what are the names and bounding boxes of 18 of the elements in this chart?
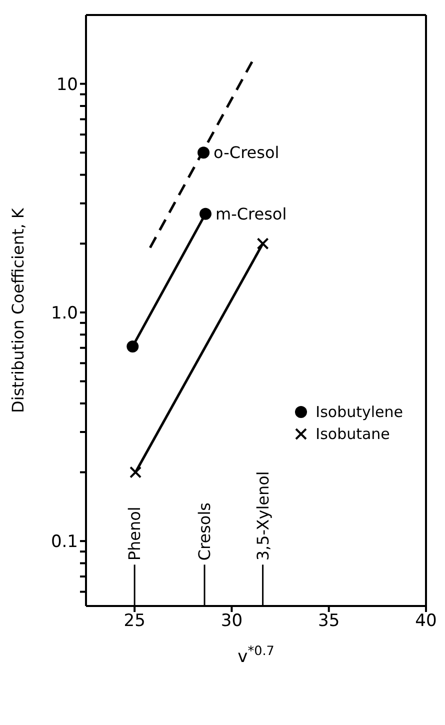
x-tick-label: 40 bbox=[415, 611, 437, 632]
x-axis-title: v$^{*0.7}$ bbox=[238, 644, 274, 667]
point bbox=[130, 466, 142, 478]
x-tick-label: 25 bbox=[124, 611, 146, 632]
y-tick-label: 1.0 bbox=[50, 303, 78, 324]
x-tick-label: 35 bbox=[318, 611, 340, 632]
ref-line-label: 3,5-Xylenol bbox=[253, 471, 272, 561]
ref-line-label: Phenol bbox=[125, 506, 144, 561]
point bbox=[256, 238, 269, 250]
annotation: m-Cresol bbox=[215, 204, 287, 224]
legend-label: Isobutane bbox=[316, 425, 390, 443]
legend-label: Isobutylene bbox=[316, 403, 403, 421]
ref-line-label: Cresols bbox=[195, 502, 214, 561]
y-axis-title: Distribution Coefficient, K bbox=[8, 208, 28, 413]
x-tick-label: 30 bbox=[220, 611, 243, 632]
annotation: o-Cresol bbox=[214, 143, 280, 162]
y-tick-label: 0.1 bbox=[50, 532, 78, 552]
y-tick-label: 10 bbox=[56, 74, 78, 95]
